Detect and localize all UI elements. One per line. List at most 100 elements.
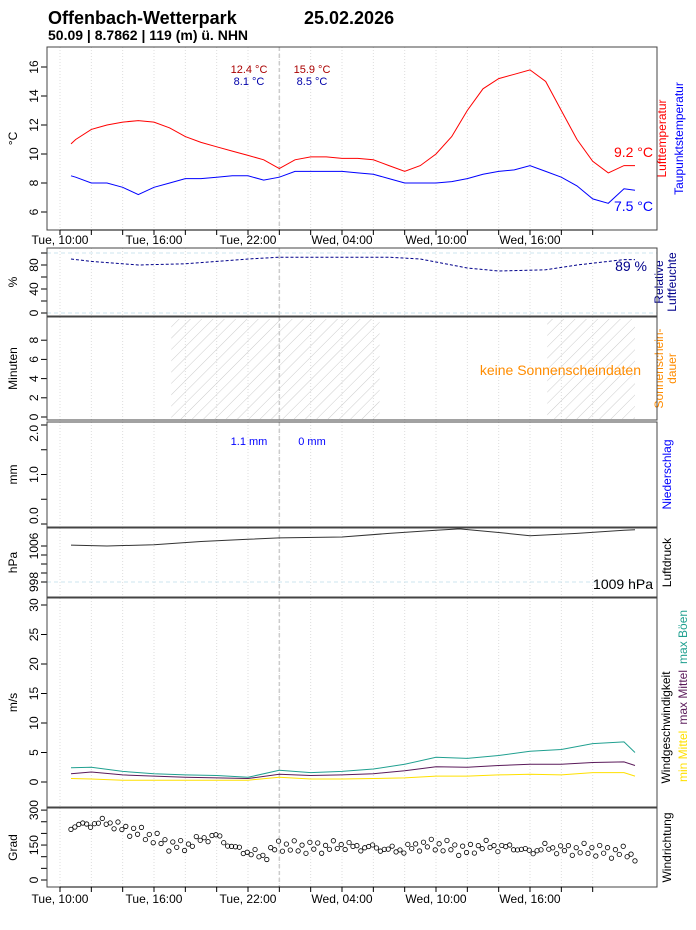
y-tick-label: 150 [27, 835, 41, 855]
direction-point [510, 847, 517, 853]
direction-point [381, 846, 387, 852]
direction-point [479, 846, 485, 852]
precip-day2: 0 mm [298, 436, 326, 448]
y-tick-label: 0 [27, 413, 41, 420]
direction-point [299, 842, 305, 848]
direction-point [413, 841, 419, 847]
right-label: Luftdruck [660, 537, 674, 587]
direction-point [197, 837, 203, 843]
direction-point [612, 847, 618, 853]
x-tick-label: Tue, 22:00 [220, 233, 277, 247]
y-axis-label: mm [6, 465, 20, 485]
y-tick-label: 12 [27, 118, 41, 132]
direction-point [491, 843, 497, 849]
direction-point [624, 854, 630, 860]
direction-point [311, 846, 317, 852]
current-dew: 7.5 °C [614, 198, 653, 214]
direction-point [409, 845, 415, 852]
y-tick-label: 10 [27, 147, 41, 161]
y-tick-label: 6 [27, 208, 41, 215]
direction-point [526, 847, 532, 853]
direction-point [444, 837, 450, 844]
direction-point [424, 844, 430, 850]
current-temp: 9.2 °C [614, 144, 653, 160]
direction-point [131, 825, 137, 831]
direction-point [217, 833, 223, 839]
y-tick-label: 0 [27, 309, 41, 316]
x-tick-label: Wed, 10:00 [405, 892, 466, 906]
direction-point [604, 845, 611, 851]
right-label: Taupunktstemperatur [672, 82, 686, 195]
direction-point [275, 838, 282, 844]
station-coords: 50.09 | 8.7862 | 119 (m) ü. NHN [48, 27, 248, 43]
y-tick-label: 5 [27, 749, 41, 756]
y-tick-label: 6 [27, 356, 41, 363]
direction-point [272, 847, 278, 853]
direction-point [178, 837, 184, 844]
direction-point [248, 852, 254, 858]
direction-point [201, 835, 207, 841]
y-tick-label: 8 [27, 337, 41, 344]
max-mean-line [70, 761, 636, 780]
direction-point [326, 846, 333, 852]
direction-point [354, 843, 360, 849]
legend-min-mittel: min Mittel [676, 731, 690, 782]
y-tick-label: 998 [27, 572, 41, 592]
direction-point [405, 841, 411, 847]
direction-point [585, 850, 591, 857]
x-tick-label: Tue, 16:00 [126, 892, 183, 906]
right-label: Lufttemperatur [655, 99, 669, 177]
direction-point [460, 843, 466, 849]
y-tick-label: 25 [27, 628, 41, 642]
direction-point [205, 839, 211, 845]
direction-point [322, 842, 329, 848]
direction-point [319, 850, 325, 856]
direction-point [514, 847, 521, 853]
direction-point [111, 826, 117, 832]
direction-point [123, 823, 129, 829]
y-tick-label: 2.0 [27, 425, 41, 442]
y-tick-label: 0.0 [27, 507, 41, 524]
direction-point [428, 836, 434, 842]
direction-point [440, 848, 446, 854]
precip-day1: 1.1 mm [231, 436, 268, 448]
legend-max-böen: max Böen [676, 610, 690, 664]
x-tick-label: Tue, 10:00 [32, 892, 89, 906]
panel-frame [46, 247, 658, 317]
current-humidity: 89 % [615, 258, 647, 274]
direction-point [315, 840, 321, 846]
temperature-line [70, 69, 635, 174]
max-temp-day1: 12.4 °C [231, 64, 268, 76]
direction-point [244, 849, 250, 855]
y-tick-label: 80 [27, 258, 41, 272]
direction-point [334, 845, 340, 852]
panel-frame [46, 316, 658, 421]
direction-point [495, 848, 501, 855]
direction-point [95, 820, 101, 826]
direction-point [287, 847, 293, 853]
y-tick-label: 1006 [27, 532, 41, 559]
direction-point [221, 840, 227, 846]
direction-point [597, 842, 603, 849]
right-label: dauer [665, 353, 679, 384]
y-tick-label: 14 [27, 89, 41, 103]
y-tick-label: 300 [27, 800, 41, 820]
direction-point [448, 847, 454, 853]
x-tick-label: Tue, 10:00 [32, 233, 89, 247]
direction-point [342, 846, 348, 853]
direction-point [264, 856, 270, 863]
x-tick-label: Tue, 16:00 [126, 233, 183, 247]
y-axis-label: % [6, 276, 20, 287]
y-tick-label: 2 [27, 394, 41, 401]
direction-point [346, 839, 352, 846]
x-tick-label: Wed, 16:00 [499, 233, 560, 247]
direction-point [338, 841, 344, 848]
direction-point [154, 830, 160, 836]
direction-point [146, 831, 152, 838]
direction-point [107, 820, 113, 826]
direction-point [193, 834, 199, 840]
direction-point [150, 840, 156, 846]
direction-point [616, 851, 622, 858]
night-region [547, 319, 635, 419]
direction-point [471, 850, 477, 856]
